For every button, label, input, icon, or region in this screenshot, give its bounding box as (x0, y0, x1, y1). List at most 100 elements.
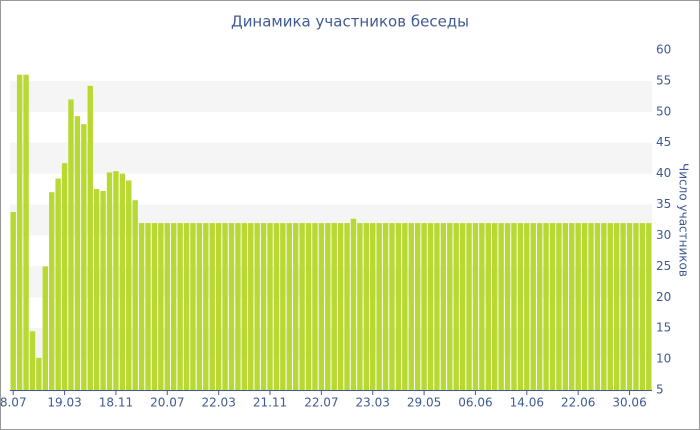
x-tick-label: 19.03 (47, 396, 81, 410)
bar (119, 173, 126, 390)
bar (408, 223, 414, 390)
x-tick-label: 8.07 (0, 396, 27, 410)
x-tick-label: 29.05 (407, 396, 441, 410)
bar (68, 99, 74, 391)
bar (453, 223, 459, 390)
bar (273, 223, 280, 390)
bar (594, 223, 601, 390)
bar (325, 223, 331, 390)
bar (113, 171, 119, 390)
bar (49, 192, 55, 390)
x-tick-label: 21.11 (253, 396, 287, 410)
bar (492, 223, 498, 390)
y-tick-label: 15 (656, 321, 671, 335)
bar (183, 223, 190, 390)
chart-title: Динамика участников беседы (231, 13, 469, 31)
bar (74, 116, 81, 391)
bar (126, 180, 132, 390)
bar (164, 223, 170, 390)
bar (106, 172, 113, 390)
y-tick-label: 50 (656, 104, 671, 118)
bar (16, 74, 23, 391)
bar (414, 223, 421, 390)
bar (434, 223, 440, 390)
bar (402, 223, 408, 390)
bar (299, 223, 305, 390)
bar (87, 85, 93, 390)
bar (588, 223, 594, 390)
x-tick-label: 06.06 (458, 396, 492, 410)
bar (29, 331, 36, 390)
bar (530, 223, 536, 390)
y-tick-label: 55 (656, 73, 671, 87)
bar (517, 223, 524, 390)
bar (312, 223, 318, 390)
bar (151, 223, 158, 390)
bar (376, 223, 382, 390)
bar (344, 223, 350, 390)
bar (145, 223, 151, 390)
bar (511, 223, 517, 390)
bar (646, 223, 652, 390)
bar (504, 223, 511, 390)
bar (305, 223, 312, 390)
bar (267, 223, 273, 390)
bar (472, 223, 479, 390)
bar (466, 223, 472, 390)
bar (370, 223, 376, 390)
bar (292, 223, 299, 390)
bar (524, 223, 530, 390)
bar (171, 223, 177, 390)
y-tick-label: 60 (656, 43, 671, 57)
bar (138, 223, 145, 390)
bar (382, 223, 389, 390)
bar (318, 223, 325, 390)
bar (222, 223, 228, 390)
bar (498, 223, 504, 390)
bar (286, 223, 292, 390)
bar (549, 223, 556, 390)
bar (260, 223, 267, 390)
bar (55, 178, 61, 390)
grid-band (10, 142, 652, 174)
bar (556, 223, 562, 390)
bar (447, 223, 453, 390)
y-tick-label: 25 (656, 259, 671, 273)
bar (241, 223, 248, 390)
x-tick-label: 22.03 (201, 396, 235, 410)
y-tick-label: 45 (656, 135, 671, 149)
grid-band (10, 80, 652, 112)
bar (440, 223, 447, 390)
bar (280, 223, 286, 390)
bar (427, 223, 434, 390)
bar (215, 223, 222, 390)
bar (248, 223, 254, 390)
bar (536, 223, 543, 390)
bar (254, 223, 260, 390)
bar (36, 357, 42, 390)
y-tick-label: 30 (656, 228, 671, 242)
y-tick-label: 10 (656, 352, 671, 366)
bar (459, 223, 466, 390)
grid-band (10, 328, 652, 360)
bar (132, 200, 138, 390)
bar (620, 223, 626, 390)
bar (177, 223, 183, 390)
bar (562, 223, 569, 390)
bar (395, 223, 402, 390)
bar (228, 223, 235, 390)
bar (626, 223, 633, 390)
y-axis-label: Число участников (677, 163, 691, 277)
bar (203, 223, 209, 390)
bar (337, 223, 344, 390)
bar (42, 266, 49, 390)
bar (421, 223, 427, 390)
bar (196, 223, 203, 390)
bar (357, 223, 363, 390)
bar (190, 223, 196, 390)
x-tick-label: 20.07 (150, 396, 184, 410)
x-tick-label: 14.06 (510, 396, 544, 410)
bar (389, 223, 395, 390)
bar (158, 223, 164, 390)
bar (485, 223, 491, 390)
